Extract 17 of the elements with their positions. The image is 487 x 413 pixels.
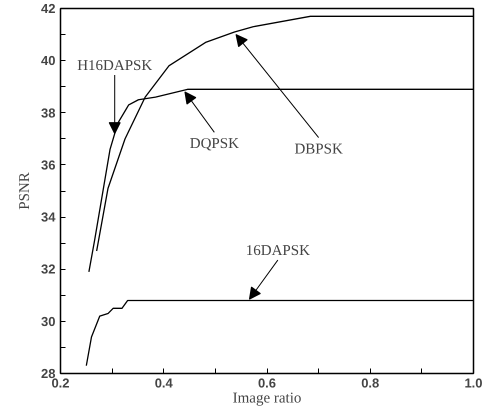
annotation: DBPSK [294, 141, 343, 158]
x-tick-label: 0.8 [361, 376, 380, 390]
x-axis-title: Image ratio [232, 390, 302, 406]
annotation: H16DAPSK [77, 58, 152, 74]
y-tick-label: 36 [41, 157, 56, 172]
x-tick-label: 0.6 [258, 376, 276, 390]
x-tick-label: 1.0 [464, 376, 483, 390]
y-tick-label: 42 [41, 1, 56, 16]
y-tick-label: 40 [41, 53, 56, 68]
y-tick-label: 34 [41, 210, 56, 225]
y-tick-label: 30 [41, 314, 56, 329]
x-tick-label: 0.4 [154, 376, 174, 390]
annotation: 16DAPSK [246, 242, 310, 259]
y-tick-label: 32 [41, 262, 56, 277]
y-tick-label: 38 [41, 105, 56, 120]
annotation: DQPSK [190, 136, 240, 152]
y-axis-title: PSNR [17, 172, 34, 210]
